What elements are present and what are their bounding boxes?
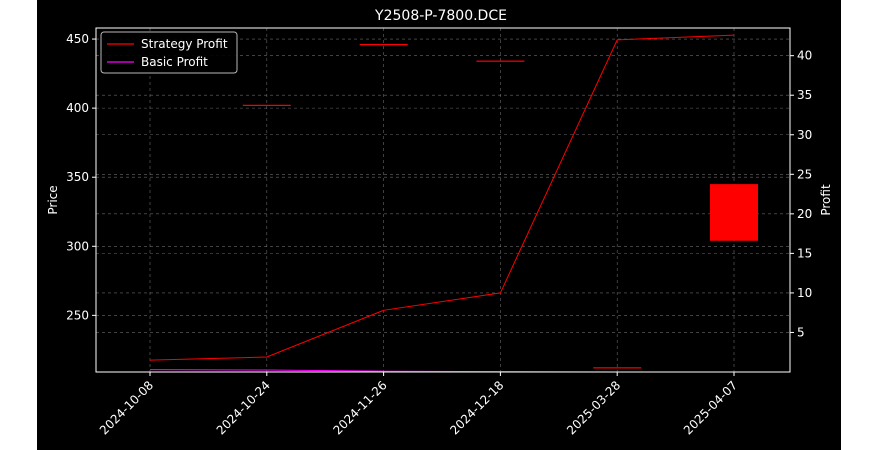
x-axis: 2024-10-08 2024-10-24 2024-11-26 2024-12-18… [97, 372, 740, 437]
x-tick-label: 2024-11-26 [331, 378, 390, 437]
legend-box [100, 31, 238, 74]
left-tick-label: 300 [66, 239, 89, 253]
candles [242, 43, 758, 369]
grid [96, 28, 790, 372]
x-tick-label: 2025-03-28 [564, 378, 623, 437]
right-tick-label: 30 [797, 128, 812, 142]
left-tick-label: 450 [66, 32, 89, 46]
x-tick-label: 2024-10-08 [97, 378, 156, 437]
y-axis-left-label: Price [46, 185, 60, 214]
left-tick-label: 250 [66, 308, 89, 322]
left-tick-label: 350 [66, 170, 89, 184]
series-lines [149, 34, 735, 373]
candle [476, 60, 525, 62]
figure-background [37, 0, 841, 450]
right-tick-label: 25 [797, 167, 812, 181]
right-tick-label: 5 [797, 325, 805, 339]
right-axis: 5 10 15 20 25 30 35 40 [790, 49, 812, 339]
candle [710, 184, 758, 241]
left-axis: 250 300 350 400 450 [66, 32, 96, 322]
right-tick-label: 35 [797, 88, 812, 102]
x-tick-label: 2025-04-07 [681, 378, 740, 437]
legend: Strategy Profit Basic Profit [100, 31, 238, 74]
candle [593, 367, 642, 369]
legend-entry-label: Basic Profit [141, 55, 208, 69]
candle [359, 43, 408, 46]
right-tick-label: 15 [797, 246, 812, 260]
candle [242, 104, 291, 106]
right-tick-label: 40 [797, 49, 812, 63]
y-axis-right-label: Profit [819, 184, 833, 216]
right-tick-label: 10 [797, 286, 812, 300]
x-tick-label: 2024-10-24 [214, 378, 273, 437]
left-tick-label: 400 [66, 101, 89, 115]
x-tick-label: 2024-12-18 [447, 378, 506, 437]
chart-title: Y2508-P-7800.DCE [374, 8, 507, 24]
series-line-strategy-profit [149, 34, 735, 361]
right-tick-label: 20 [797, 207, 812, 221]
legend-entry-label: Strategy Profit [141, 37, 228, 51]
plot-frame [95, 27, 791, 373]
